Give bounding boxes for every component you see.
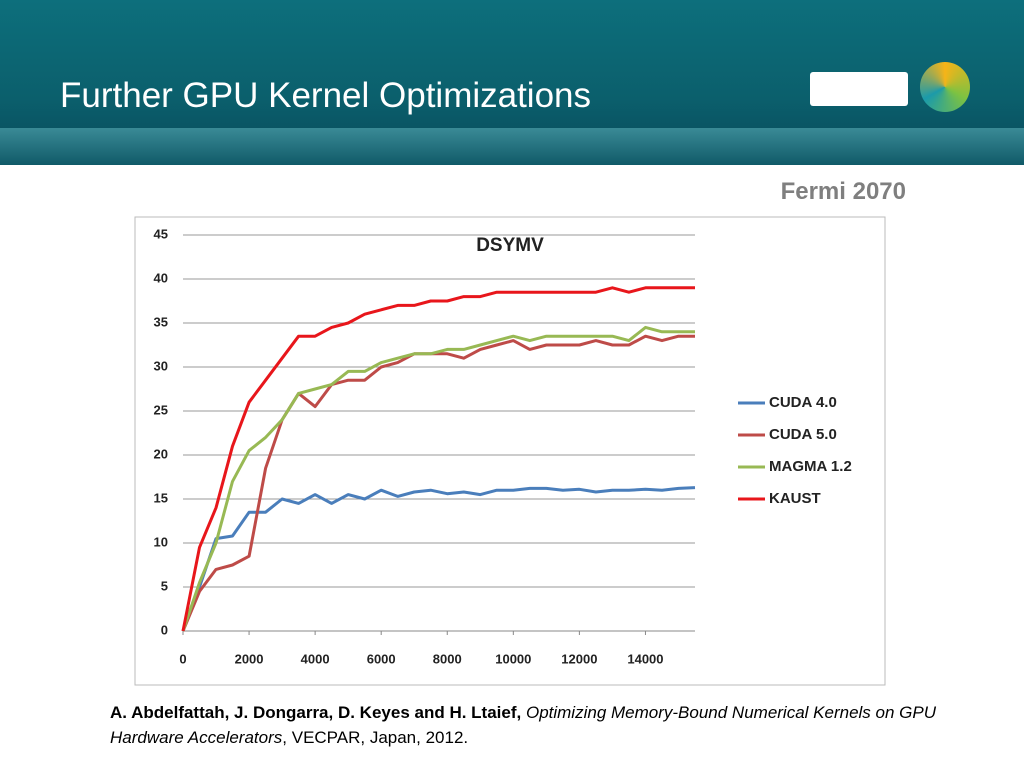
y-tick-label: 10 bbox=[154, 534, 168, 549]
y-tick-label: 20 bbox=[154, 446, 168, 461]
y-tick-label: 5 bbox=[161, 578, 168, 593]
x-tick-label: 6000 bbox=[367, 651, 396, 666]
citation-authors: A. Abdelfattah, J. Dongarra, D. Keyes an… bbox=[110, 703, 522, 722]
series-line bbox=[181, 286, 695, 632]
subtitle: Fermi 2070 bbox=[780, 178, 906, 205]
x-tick-label: 14000 bbox=[627, 651, 663, 666]
chart-title: DSYMV bbox=[476, 235, 544, 256]
y-tick-label: 25 bbox=[154, 402, 168, 417]
y-tick-label: 35 bbox=[154, 314, 168, 329]
header-stripe bbox=[0, 128, 1024, 165]
logo bbox=[810, 72, 908, 106]
x-tick-label: 2000 bbox=[235, 651, 264, 666]
x-tick-label: 12000 bbox=[561, 651, 597, 666]
series-line bbox=[181, 486, 696, 632]
series-line bbox=[181, 334, 695, 632]
citation: A. Abdelfattah, J. Dongarra, D. Keyes an… bbox=[110, 700, 940, 750]
x-tick-label: 0 bbox=[179, 651, 186, 666]
legend-label: CUDA 5.0 bbox=[769, 426, 837, 443]
legend-label: MAGMA 1.2 bbox=[769, 458, 852, 475]
chart-frame bbox=[134, 216, 886, 686]
logo bbox=[920, 62, 970, 112]
y-tick-label: 0 bbox=[161, 622, 168, 637]
y-tick-label: 30 bbox=[154, 358, 168, 373]
y-tick-label: 45 bbox=[154, 226, 168, 241]
legend-label: KAUST bbox=[769, 490, 821, 507]
x-tick-label: 10000 bbox=[495, 651, 531, 666]
series-line bbox=[181, 325, 695, 632]
citation-venue: , VECPAR, Japan, 2012. bbox=[282, 728, 469, 747]
citation-title: Optimizing Memory-Bound Numerical Kernel… bbox=[110, 703, 937, 747]
x-tick-label: 8000 bbox=[433, 651, 462, 666]
y-tick-label: 40 bbox=[154, 270, 168, 285]
legend-label: CUDA 4.0 bbox=[769, 394, 837, 411]
y-tick-label: 15 bbox=[154, 490, 168, 505]
x-tick-label: 4000 bbox=[301, 651, 330, 666]
slide-title: Further GPU Kernel Optimizations bbox=[60, 76, 592, 115]
